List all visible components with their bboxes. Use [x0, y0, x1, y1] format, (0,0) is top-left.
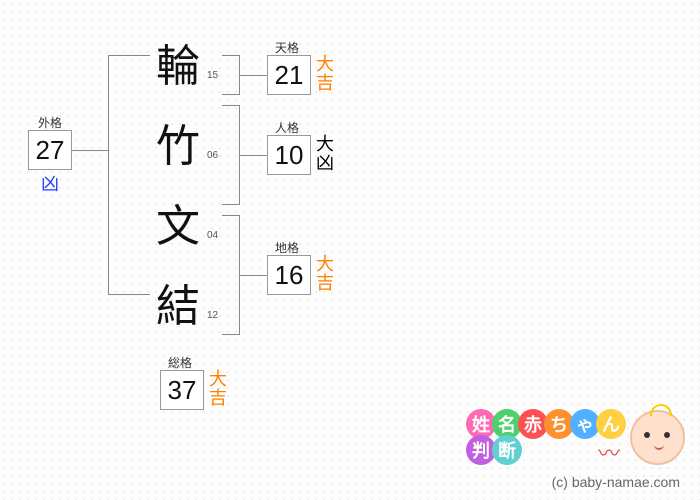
copyright-text: (c) baby-namae.com: [552, 474, 680, 490]
gaikaku-luck: 凶: [40, 175, 60, 194]
chikaku-bracket: [222, 215, 240, 335]
jinkaku-bracket: [222, 105, 240, 205]
gaikaku-bracket: [108, 55, 150, 295]
name-char-2: 竹: [153, 110, 203, 174]
baby-icon: [630, 410, 685, 465]
stroke-1: 15: [207, 70, 218, 81]
gaikaku-value: 27: [28, 130, 72, 170]
jinkaku-luck: 大凶: [315, 135, 335, 173]
name-char-1: 輪: [153, 30, 203, 94]
squiggle-icon: 〰: [598, 436, 620, 468]
stroke-3: 04: [207, 230, 218, 241]
soukaku-luck: 大吉: [208, 370, 228, 408]
soukaku-value: 37: [160, 370, 204, 410]
site-logo: 姓 名 赤 ち ゃ ん 判 断: [468, 409, 685, 465]
jinkaku-label: 人格: [275, 119, 299, 136]
tenkaku-value: 21: [267, 55, 311, 95]
logo-bubble: 断: [492, 435, 522, 465]
jinkaku-conn: [240, 155, 267, 156]
jinkaku-value: 10: [267, 135, 311, 175]
chikaku-value: 16: [267, 255, 311, 295]
chikaku-label: 地格: [275, 239, 299, 256]
name-char-4: 結: [153, 270, 203, 334]
gaikaku-conn: [72, 150, 108, 151]
tenkaku-conn: [240, 75, 267, 76]
stroke-2: 06: [207, 150, 218, 161]
stroke-4: 12: [207, 310, 218, 321]
soukaku-label: 総格: [168, 354, 192, 371]
tenkaku-label: 天格: [275, 39, 299, 56]
tenkaku-bracket: [222, 55, 240, 95]
chikaku-conn: [240, 275, 267, 276]
chikaku-luck: 大吉: [315, 255, 335, 293]
tenkaku-luck: 大吉: [315, 55, 335, 93]
gaikaku-label: 外格: [38, 114, 62, 131]
name-char-3: 文: [153, 190, 203, 254]
